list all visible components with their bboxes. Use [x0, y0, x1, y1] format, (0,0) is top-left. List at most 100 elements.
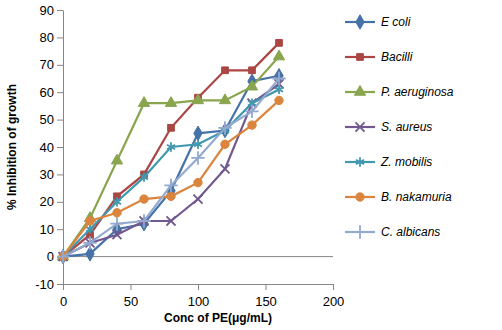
- series-marker: [219, 94, 230, 104]
- y-tick-mark: [57, 65, 63, 66]
- y-tick: 60: [40, 85, 63, 100]
- series-line: [63, 100, 279, 256]
- y-tick: 40: [40, 140, 63, 155]
- legend-label: S. aureus: [381, 120, 432, 134]
- y-tick-label: 10: [40, 222, 54, 237]
- legend-item: Bacilli: [345, 50, 413, 64]
- series-marker: [275, 85, 283, 94]
- y-tick-mark: [57, 229, 63, 230]
- legend-marker: [356, 15, 364, 29]
- series-marker: [194, 140, 202, 149]
- y-tick: 10: [40, 222, 63, 237]
- y-tick-label: 40: [40, 140, 54, 155]
- legend-item: Z. mobilis: [345, 155, 432, 169]
- x-tick: 0: [60, 284, 67, 309]
- x-tick: 200: [323, 284, 345, 309]
- y-tick-mark: [57, 284, 63, 285]
- y-tick: 50: [40, 112, 63, 127]
- series-marker: [110, 217, 123, 230]
- legend-item: P. aeruginosa: [345, 85, 454, 99]
- series-marker: [192, 94, 203, 104]
- x-axis-title: Conc of PE(μg/mL): [164, 311, 272, 325]
- y-tick-label: 30: [40, 167, 54, 182]
- series-marker: [273, 50, 284, 60]
- series-marker: [272, 72, 285, 85]
- legend-marker: [354, 85, 365, 95]
- legend-label: E coli: [381, 15, 411, 29]
- series-marker: [57, 250, 70, 263]
- series-marker: [138, 97, 149, 107]
- legend-item: E coli: [345, 15, 411, 29]
- series-marker: [246, 80, 257, 90]
- series-marker: [167, 142, 175, 151]
- y-tick-label: 90: [40, 3, 54, 18]
- legend-marker: [353, 225, 366, 238]
- y-tick-label: -10: [35, 277, 54, 292]
- series-line: [63, 84, 279, 257]
- series-marker: [86, 217, 94, 225]
- series-marker: [275, 96, 283, 104]
- y-tick-label: 20: [40, 194, 54, 209]
- series-marker: [83, 236, 96, 249]
- legend-marker: [355, 122, 364, 131]
- series-marker: [166, 216, 175, 225]
- x-tick-mark: [198, 284, 199, 290]
- series-marker: [218, 121, 231, 134]
- legend-item: C. albicans: [345, 225, 440, 239]
- series-marker: [140, 195, 148, 203]
- legend: E coli Bacilli P. aeruginosa S. aureus Z. mo…: [345, 15, 454, 239]
- series-marker: [113, 197, 121, 206]
- y-tick: 90: [40, 3, 63, 18]
- series-marker: [220, 164, 229, 173]
- series-marker: [191, 151, 204, 164]
- legend-label: P. aeruginosa: [381, 85, 454, 99]
- x-tick-label: 150: [255, 294, 277, 309]
- legend-label: Bacilli: [381, 50, 413, 64]
- series-marker: [222, 67, 229, 74]
- x-axis: 0 50 100 150 200: [60, 284, 344, 309]
- plot-area: -100102030405060708090050100150200: [35, 3, 344, 309]
- y-tick: 80: [40, 30, 63, 45]
- series-marker: [167, 192, 175, 200]
- x-tick: 150: [255, 284, 277, 309]
- series-marker: [193, 195, 202, 204]
- series-marker: [245, 105, 258, 118]
- x-tick: 50: [124, 284, 138, 309]
- x-tick-label: 100: [188, 294, 210, 309]
- y-tick-mark: [57, 120, 63, 121]
- x-tick-mark: [63, 284, 64, 290]
- legend-label: B. nakamuria: [381, 190, 452, 204]
- y-tick: 20: [40, 194, 63, 209]
- x-tick-label: 50: [124, 294, 138, 309]
- y-axis-title: % Inhibition of growth: [5, 84, 19, 210]
- chart: -100102030405060708090050100150200Conc o…: [0, 0, 502, 330]
- y-tick-label: 0: [47, 249, 54, 264]
- legend-item: S. aureus: [345, 120, 432, 134]
- legend-label: Z. mobilis: [380, 155, 432, 169]
- y-axis: -100102030405060708090: [35, 3, 63, 292]
- series-marker: [249, 67, 256, 74]
- y-tick: 30: [40, 167, 63, 182]
- y-tick: -10: [35, 277, 63, 292]
- series-marker: [194, 126, 202, 140]
- series-marker: [164, 179, 177, 192]
- y-axis-line: [63, 11, 64, 285]
- y-tick-mark: [57, 37, 63, 38]
- x-tick: 100: [188, 284, 210, 309]
- legend-marker: [356, 157, 364, 166]
- series-marker: [165, 97, 176, 107]
- x-tick-mark: [131, 284, 132, 290]
- series-marker: [168, 124, 175, 131]
- x-tick-mark: [333, 284, 334, 290]
- y-tick-label: 80: [40, 30, 54, 45]
- y-tick-mark: [57, 10, 63, 11]
- series-marker: [140, 173, 148, 182]
- series-marker: [194, 178, 202, 186]
- legend-item: B. nakamuria: [345, 190, 452, 204]
- y-tick-mark: [57, 147, 63, 148]
- y-tick-label: 50: [40, 112, 54, 127]
- series-marker: [248, 121, 256, 129]
- series-group: [57, 40, 286, 264]
- series-line: [63, 79, 279, 257]
- zero-line: [63, 256, 333, 257]
